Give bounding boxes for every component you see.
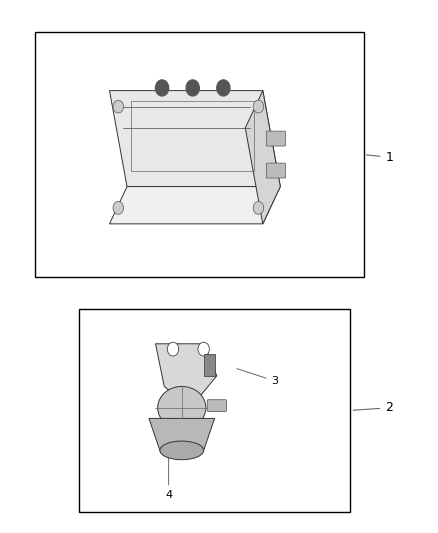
Circle shape [253,201,264,214]
Circle shape [113,100,124,113]
Circle shape [198,342,209,356]
Circle shape [113,201,124,214]
Polygon shape [149,418,215,450]
Circle shape [167,342,179,356]
Bar [131,101,254,171]
Polygon shape [155,344,217,408]
Text: 3: 3 [237,369,279,386]
Bar [204,354,215,376]
Circle shape [186,80,199,96]
FancyBboxPatch shape [266,131,286,146]
Text: 1: 1 [366,151,393,164]
Ellipse shape [158,386,206,429]
Circle shape [253,100,264,113]
FancyBboxPatch shape [207,400,226,411]
Circle shape [155,80,169,96]
Text: 2: 2 [353,401,393,414]
Polygon shape [110,91,280,187]
Polygon shape [110,187,280,224]
Bar [79,309,350,512]
Ellipse shape [160,441,204,459]
Text: 4: 4 [165,450,172,500]
FancyBboxPatch shape [266,163,286,178]
Bar [35,32,364,277]
Polygon shape [245,91,280,224]
Circle shape [217,80,230,96]
